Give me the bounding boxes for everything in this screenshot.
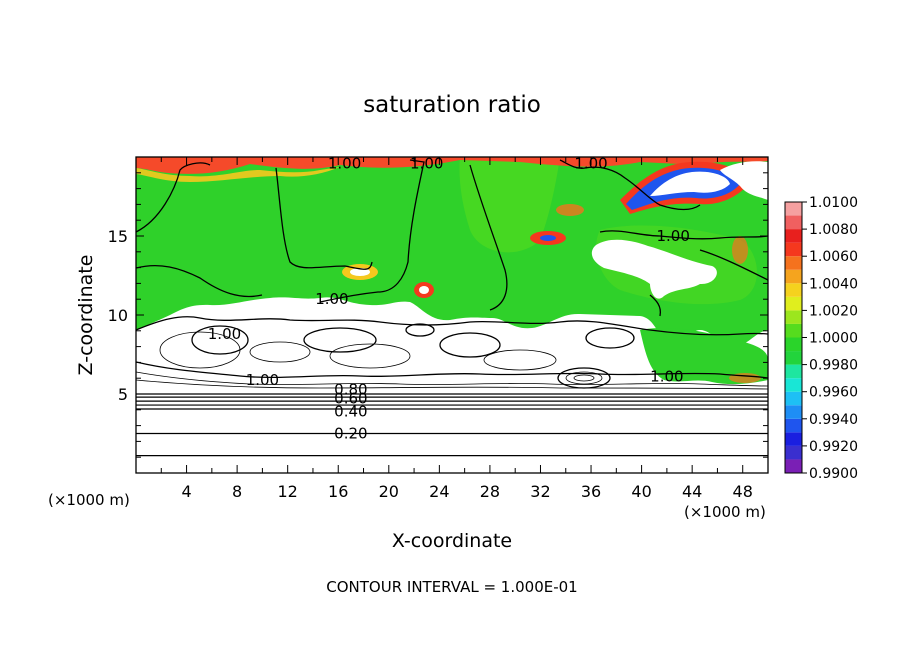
contour-label: 0.40 [334,402,367,420]
colorbar-band [785,269,802,284]
colorbar-band [785,215,802,230]
colorbar-band [785,296,802,311]
x-tick-label: 12 [278,482,298,501]
colorbar-label: 0.9920 [809,439,858,455]
contour-labels: 1.00 1.00 1.001.001.001.001.00 1.000.800.60… [208,154,690,443]
colorbar-label: 0.9940 [809,412,858,428]
colorbar-band [785,283,802,297]
field-top-red-band [136,157,768,174]
colorbar-band [785,391,802,406]
contour-label: 1.00 [650,368,683,386]
colorbar-band [785,256,802,270]
colorbar-label: 0.9980 [809,358,858,374]
colorbar-band [785,378,802,392]
x-tick-label: 48 [733,482,753,501]
colorbar-band [785,432,802,446]
contour-interval-note: CONTOUR INTERVAL = 1.000E-01 [326,578,577,596]
colorbar-label: 0.9960 [809,385,858,401]
field-warm-patch [419,286,429,294]
x-axis-unit-right: (×1000 m) [684,503,766,521]
colorbar-band [785,337,802,352]
contour-label: 0.80 [334,380,367,398]
colorbar-band [785,459,802,473]
y-axis-label: Z-coordinate [75,255,97,376]
contour-lines-horizontal [136,393,768,457]
contour-label: 1.00 [656,227,689,245]
contour-label: 1.00 [208,325,241,343]
contour-lines-upper [136,159,768,317]
contour-label: 1.00 [328,154,361,172]
x-axis: 4 8 12 16 20 24 28 32 36 40 44 48 [160,157,769,501]
colorbar-band [785,364,802,379]
contour-label: 1.00 [410,154,443,172]
field-green-lower-right [640,328,768,385]
contour-label: 0.60 [334,390,367,408]
y-tick-label: 15 [108,227,128,246]
x-tick-label: 28 [480,482,500,501]
field-warm-patch [540,235,556,241]
field-top-right-cloud-white [720,161,768,200]
field-warm-patch [556,204,584,216]
colorbar-band [785,310,802,324]
colorbar-label: 1.0100 [809,195,858,211]
colorbar-label: 1.0000 [809,331,858,347]
colorbar-band [785,202,802,216]
colorbar-label: 0.9900 [809,466,858,482]
x-tick-label: 44 [682,482,702,501]
chart-title: saturation ratio [363,92,541,118]
field-white-patch [591,239,717,299]
x-axis-label: X-coordinate [392,530,512,552]
colorbar-band [785,405,802,419]
colorbar-label: 1.0060 [809,249,858,265]
colorbar-band [785,445,802,460]
x-tick-label: 32 [530,482,550,501]
colorbar-band [785,418,802,433]
y-axis: 5 10 15 [108,172,768,458]
field-green-layer [136,157,768,347]
colorbar-label: 1.0080 [809,222,858,238]
plot-area: 1.00 1.00 1.001.001.001.001.00 1.000.800.60… [136,154,768,473]
x-tick-label: 36 [581,482,601,501]
x-tick-label: 4 [181,482,191,501]
field-top-orange-band [136,167,340,182]
colorbar-band [785,351,802,365]
contour-label: 1.00 [246,371,279,389]
x-tick-label: 16 [328,482,348,501]
colorbar-band [785,323,802,338]
field-green-variation [459,157,560,253]
field-top-right-cloud-white [650,171,730,196]
colorbar-label: 1.0020 [809,303,858,319]
y-tick-label: 10 [108,306,128,325]
colorbar-band [785,229,802,243]
contour-lines-lower [136,316,768,390]
y-tick-label: 5 [118,385,128,404]
field-warm-patch [729,373,761,383]
x-tick-label: 8 [232,482,242,501]
colorbar-band [785,242,802,257]
contour-label: 0.20 [334,425,367,443]
x-tick-label: 20 [379,482,399,501]
field-warm-patch [732,236,748,264]
x-axis-unit-left: (×1000 m) [48,491,130,509]
colorbar-label: 1.0040 [809,276,858,292]
x-tick-label: 40 [631,482,651,501]
x-tick-label: 24 [429,482,449,501]
contour-label: 1.00 [315,290,348,308]
field-warm-patch [350,268,370,276]
colorbar: 1.0100 1.0080 1.0060 1.0040 1.0020 1.0000 0.99… [784,195,858,482]
